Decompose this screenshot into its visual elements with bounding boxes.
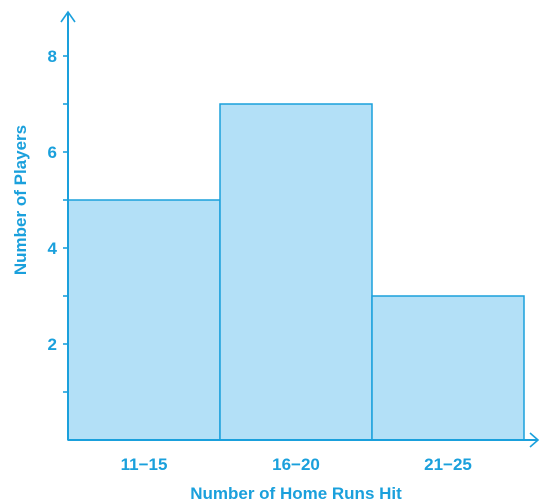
bar-2 — [219, 103, 373, 441]
y-ticks-group: 2 4 6 8 — [48, 47, 68, 393]
y-tick-label: 2 — [48, 335, 57, 354]
bars-group — [67, 103, 525, 441]
x-tick-label: 11−15 — [121, 455, 168, 474]
x-tick-label: 21−25 — [424, 455, 472, 474]
y-tick-label: 4 — [48, 239, 58, 258]
x-tick-labels-group: 11−15 16−20 21−25 — [121, 455, 472, 474]
bar-3 — [371, 295, 525, 441]
y-axis-arrowhead — [60, 10, 76, 23]
bar-1 — [67, 199, 221, 441]
x-tick-label: 16−20 — [272, 455, 320, 474]
y-axis-title: Number of Players — [11, 125, 30, 275]
x-axis-arrowhead — [529, 432, 540, 448]
y-tick-label: 8 — [48, 47, 57, 66]
axes-group — [60, 10, 540, 448]
y-tick-label: 6 — [48, 143, 57, 162]
x-axis-title: Number of Home Runs Hit — [190, 484, 402, 503]
